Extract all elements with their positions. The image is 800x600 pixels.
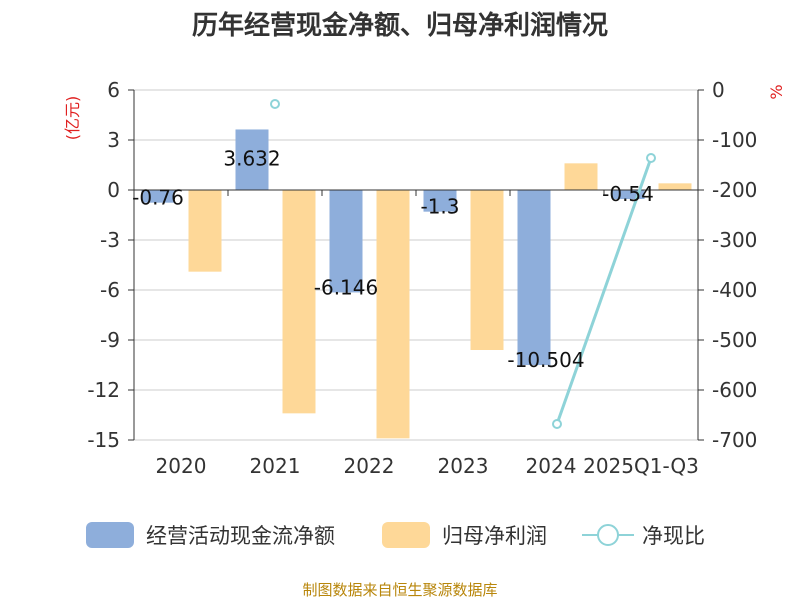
right-tick-label-0: 0	[712, 78, 725, 102]
cashflow-bar-2025Q1-Q3	[611, 190, 645, 199]
cashflow-label-2020: -0.76	[132, 186, 184, 210]
ratio-point-2024	[552, 419, 562, 429]
ratio-line	[270, 99, 656, 429]
netprofit-bar-2021	[282, 190, 316, 414]
left-tick-label-7: -15	[87, 428, 120, 452]
source-text: 制图数据来自恒生聚源数据库	[302, 581, 497, 599]
right-tick-label-1: -100	[712, 128, 757, 152]
cashflow-bar-2021	[235, 129, 269, 190]
cashflow-bar-2024	[517, 190, 551, 366]
left-tick-label-5: -9	[100, 328, 120, 352]
netprofit-bar-2022	[376, 190, 410, 439]
right-axis-unit: %	[767, 84, 786, 99]
cashflow-bar-2023	[423, 190, 457, 212]
cashflow-label-2024: -10.504	[507, 348, 584, 372]
right-tick-label-6: -600	[712, 378, 757, 402]
right-tick-label-7: -700	[712, 428, 757, 452]
legend-swatch-cashflow	[86, 522, 134, 548]
legend-label-cashflow: 经营活动现金流净额	[146, 524, 335, 548]
left-tick-label-6: -12	[87, 378, 120, 402]
data-labels: -0.76 3.632 -6.146 -1.3 -10.504 -0.54	[132, 146, 654, 372]
left-tick-label-0: 6	[107, 78, 120, 102]
right-tick-label-5: -500	[712, 328, 757, 352]
legend-label-ratio: 净现比	[642, 524, 705, 548]
netprofit-bar-2025Q1-Q3	[658, 183, 692, 190]
cashflow-label-2023: -1.3	[420, 195, 459, 219]
ratio-point-2025Q1-Q3	[646, 153, 656, 163]
left-axis-unit: (亿元)	[63, 96, 82, 141]
bars	[141, 129, 692, 439]
legend-label-netprofit: 归母净利润	[442, 524, 547, 548]
ratio-point-2021	[270, 99, 280, 109]
legend-swatch-ratio-marker	[597, 524, 619, 546]
right-tick-label-2: -200	[712, 178, 757, 202]
ratio-series-line	[555, 157, 653, 425]
left-tick-label-4: -6	[100, 278, 120, 302]
x-tick-label-2024: 2024	[526, 454, 577, 478]
right-tick-label-4: -400	[712, 278, 757, 302]
right-tick-label-3: -300	[712, 228, 757, 252]
cashflow-bar-2020	[141, 190, 175, 203]
netprofit-bar-2020	[188, 190, 222, 272]
legend: 经营活动现金流净额 归母净利润 净现比	[86, 522, 705, 548]
axes: 6 3 0 -3 -6 -9 -12 -15 0 -100 -200 -300 -400 -500 -600…	[87, 78, 757, 478]
cashflow-label-2025Q1-Q3: -0.54	[602, 182, 654, 206]
x-tick-label-2025Q1-Q3: 2025Q1-Q3	[583, 454, 699, 478]
cashflow-label-2021: 3.632	[223, 146, 280, 170]
chart-title: 历年经营现金净额、归母净利润情况	[192, 10, 608, 41]
cashflow-label-2022: -6.146	[314, 275, 378, 299]
x-tick-label-2022: 2022	[344, 454, 395, 478]
x-tick-label-2021: 2021	[250, 454, 301, 478]
netprofit-bar-2024	[564, 163, 598, 190]
x-tick-label-2020: 2020	[156, 454, 207, 478]
x-tick-label-2023: 2023	[438, 454, 489, 478]
cashflow-bar-2022	[329, 190, 363, 293]
left-tick-label-3: -3	[100, 228, 120, 252]
left-tick-label-2: 0	[107, 178, 120, 202]
left-tick-label-1: 3	[107, 128, 120, 152]
netprofit-bar-2023	[470, 190, 504, 350]
legend-swatch-netprofit	[382, 522, 430, 548]
